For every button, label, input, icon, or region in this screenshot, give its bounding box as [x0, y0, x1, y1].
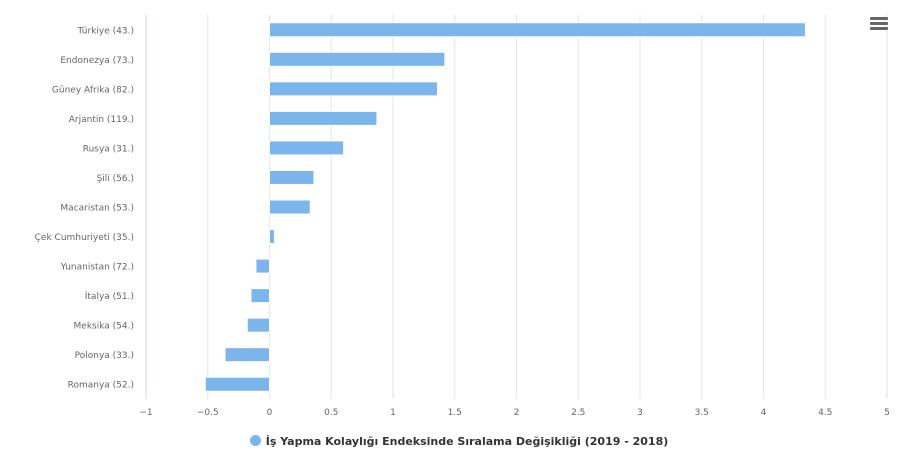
bar	[269, 22, 806, 38]
x-tick-label: 4	[761, 408, 767, 418]
x-tick-label: 2.5	[571, 408, 585, 418]
bar	[250, 288, 271, 304]
bar	[204, 376, 270, 392]
x-tick-label: 0	[267, 408, 273, 418]
y-category-label: Güney Afrika (82.)	[52, 85, 134, 95]
y-category-label: Macaristan (53.)	[60, 204, 134, 214]
x-tick-label: −1	[139, 408, 152, 418]
x-tick-label: −0.5	[197, 408, 219, 418]
y-category-label: Meksika (54.)	[74, 322, 134, 332]
x-tick-label: 2	[514, 408, 520, 418]
bar-chart: −1 −0.5 0 0.5 1 1.5 2 2.5 3 3.5 4 4.5 5 Türkiye (43.)…	[35, 15, 890, 418]
x-tick-label: 1	[390, 408, 396, 418]
x-tick-label: 3	[637, 408, 643, 418]
hamburger-icon[interactable]	[870, 17, 888, 33]
x-tick-label: 5	[884, 408, 890, 418]
y-category-label: Polonya (33.)	[75, 351, 134, 361]
bar	[255, 258, 270, 274]
y-category-label: Şili (56.)	[97, 174, 134, 184]
x-tick-label: 3.5	[695, 408, 709, 418]
y-category-label: İtalya (51.)	[85, 291, 134, 302]
bar	[269, 110, 378, 126]
bar	[269, 229, 275, 245]
y-category-label: Endonezya (73.)	[60, 56, 134, 66]
bar	[269, 199, 311, 215]
y-category-label: Türkiye (43.)	[77, 26, 134, 36]
y-category-label: Rusya (31.)	[83, 144, 134, 154]
bar	[269, 51, 446, 67]
x-tick-label: 0.5	[324, 408, 338, 418]
bar	[246, 317, 271, 333]
y-category-label: Yunanistan (72.)	[60, 263, 134, 273]
legend-marker	[249, 435, 261, 446]
x-tick-label: 1.5	[448, 408, 462, 418]
legend-label: İş Yapma Kolaylığı Endeksinde Sıralama D…	[265, 435, 669, 448]
y-category-label: Çek Cumhuriyeti (35.)	[35, 233, 134, 243]
y-category-label: Arjantin (119.)	[69, 115, 134, 125]
x-tick-label: 4.5	[818, 408, 832, 418]
legend-item[interactable]: İş Yapma Kolaylığı Endeksinde Sıralama D…	[0, 435, 918, 448]
bar	[269, 140, 345, 156]
y-category-label: Romanya (52.)	[68, 381, 134, 391]
bar	[269, 169, 315, 185]
bar	[224, 347, 270, 363]
bar	[269, 81, 438, 97]
